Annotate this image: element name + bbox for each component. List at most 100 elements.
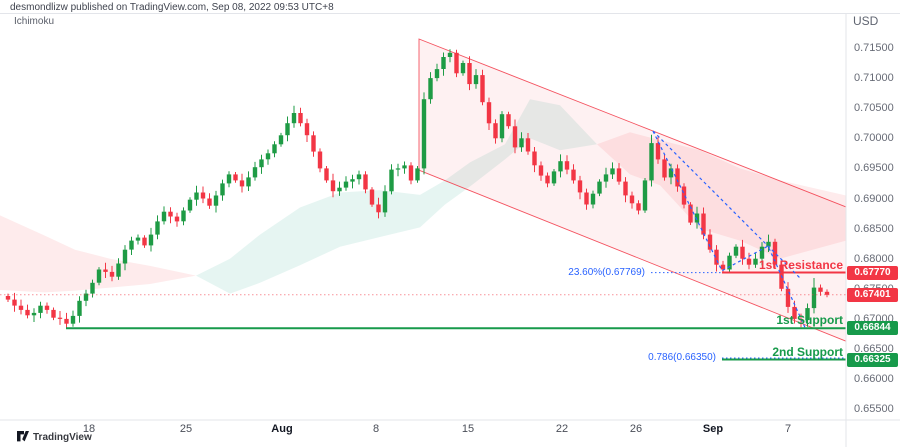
candle-body [239, 180, 245, 187]
candle-body [350, 179, 355, 182]
candle-body [233, 174, 238, 181]
candle-body [122, 249, 128, 264]
candle-body [525, 138, 531, 152]
candle-body [603, 174, 609, 182]
candle-body [109, 271, 115, 277]
candle-body [317, 151, 323, 169]
candle-body [473, 75, 479, 85]
candle-body [649, 143, 654, 181]
zigzag-projection [652, 130, 807, 330]
candle-body [428, 78, 433, 100]
candle-body [753, 258, 758, 265]
candle-body [83, 293, 89, 301]
candle-body [103, 269, 108, 272]
price-badge-0.66325: 0.66325 [847, 352, 898, 367]
candle-body [395, 168, 401, 170]
ichimoku-cloud [597, 132, 846, 259]
candle-body [194, 192, 199, 200]
candle-body [454, 52, 459, 74]
candle-body [512, 126, 518, 148]
candle-body [259, 159, 264, 168]
price-tick-label: 0.69500 [854, 162, 894, 175]
candle-body [148, 234, 154, 246]
candle-body [662, 159, 667, 178]
candle-body [265, 153, 271, 160]
candle-body [213, 195, 219, 206]
candle-body [733, 246, 739, 256]
candle-body [818, 287, 823, 292]
price-tick-label: 0.71500 [854, 42, 894, 54]
candle-body [207, 198, 212, 206]
candle-body [766, 241, 771, 247]
price-tick-label: 0.71000 [854, 72, 894, 85]
resistance-1-label: 1st Resistance [758, 257, 843, 272]
candle-body [278, 135, 284, 145]
candle-body [291, 113, 297, 124]
candle-body [389, 169, 394, 192]
date-label-8: 8 [372, 423, 380, 435]
date-label-7: 7 [784, 423, 792, 435]
support-2-label: 2nd Support [772, 344, 843, 359]
candle-body [519, 138, 524, 148]
candle-body [252, 167, 258, 178]
candle-body [330, 180, 336, 192]
fib-236-label: 23.60%(0.67769) [568, 266, 645, 278]
candle-body [616, 168, 622, 182]
candle-body [480, 75, 485, 103]
tradingview-logo[interactable]: TradingView [17, 431, 92, 443]
candle-body [792, 306, 797, 319]
candle-body [272, 144, 277, 154]
candle-body [714, 249, 719, 265]
candle-body [441, 57, 446, 69]
candle-body [421, 99, 427, 169]
candle-body [772, 241, 778, 265]
candle-body [337, 187, 342, 192]
publish-info[interactable]: desmondlizw published on TradingView.com… [10, 2, 334, 13]
price-badge-0.66844: 0.66844 [847, 321, 898, 336]
candle-body [415, 168, 420, 181]
candle-body [811, 287, 817, 309]
candle-body [77, 300, 82, 316]
price-badge-0.67401: 0.67401 [847, 287, 898, 302]
candle-body [707, 234, 713, 250]
price-tick-label: 0.68500 [854, 222, 894, 235]
candle-body [545, 175, 550, 184]
date-label-18: 18 [82, 423, 96, 435]
candle-body [590, 193, 596, 205]
date-label-22: 22 [555, 423, 569, 435]
date-label-15: 15 [461, 423, 475, 435]
price-tick-label: 0.69000 [854, 192, 894, 205]
candle-body [402, 165, 407, 169]
candle-body [447, 52, 453, 57]
support-1-label: 1st Support [776, 313, 843, 328]
candle-body [285, 123, 290, 136]
candle-body [142, 237, 147, 246]
candle-body [694, 213, 700, 223]
candle-body [70, 315, 76, 324]
candle-body [538, 165, 544, 176]
tradingview-logo-text: TradingView [33, 431, 92, 443]
candle-body [460, 63, 466, 74]
candle-body [174, 216, 180, 222]
price-tick-label: 0.68000 [854, 252, 894, 265]
candle-body [51, 309, 56, 318]
candle-body [681, 186, 687, 205]
candle-body [31, 312, 37, 316]
candle-body [506, 114, 511, 127]
candle-body [629, 195, 635, 204]
candle-body [129, 240, 134, 250]
candle-body [584, 192, 589, 205]
price-badge-0.67770: 0.67770 [847, 265, 898, 280]
price-tick-label: 0.66500 [854, 343, 894, 355]
indicator-label: Ichimoku [14, 16, 55, 27]
candle-body [434, 69, 440, 79]
candle-body [44, 305, 50, 310]
candle-body [116, 263, 121, 277]
candle-body [486, 102, 492, 124]
date-label-Aug: Aug [271, 423, 293, 435]
candle-body [5, 296, 11, 300]
candle-body [96, 269, 102, 283]
candle-body [655, 143, 661, 160]
